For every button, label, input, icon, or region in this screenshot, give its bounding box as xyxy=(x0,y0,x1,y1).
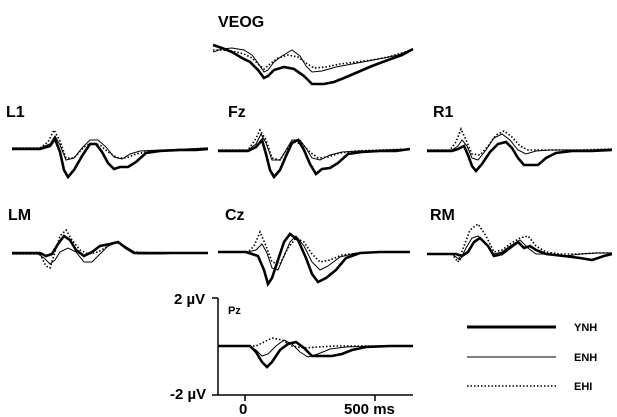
r1-ehi-line xyxy=(427,126,613,156)
panel-label-pz: Pz xyxy=(228,305,241,317)
panel-label-l1: L1 xyxy=(6,104,25,121)
y-label-top: 2 µV xyxy=(174,291,205,308)
l1-ehi-line xyxy=(12,128,209,159)
panel-label-fz: Fz xyxy=(228,104,246,121)
waveforms xyxy=(12,43,613,369)
l1-ynh-line xyxy=(12,136,209,180)
pz-ynh-line xyxy=(218,340,413,369)
panel-label-r1: R1 xyxy=(433,104,454,121)
panel-label-cz: Cz xyxy=(225,207,245,224)
rm-ehi-line xyxy=(427,222,612,264)
fz-enh-line xyxy=(218,132,411,161)
y-label-bottom: -2 µV xyxy=(170,386,206,403)
pz-enh-line xyxy=(218,339,413,358)
panel-label-veog: VEOG xyxy=(218,14,264,31)
veog-ehi-line xyxy=(213,48,414,71)
legend: YNH ENH EHI xyxy=(467,322,597,393)
lm-ehi-line xyxy=(12,228,208,270)
fz-ynh-line xyxy=(218,137,411,180)
pz-ehi-line xyxy=(218,337,413,349)
legend-label-enh: ENH xyxy=(574,352,597,364)
legend-label-ynh: YNH xyxy=(574,322,597,334)
legend-label-ehi: EHI xyxy=(574,381,592,393)
veog-ynh-line xyxy=(212,43,414,86)
r1-ynh-line xyxy=(427,140,613,174)
lm-ynh-line xyxy=(12,234,208,258)
l1-enh-line xyxy=(12,135,209,161)
x-label-500: 500 ms xyxy=(344,401,395,417)
cz-ehi-line xyxy=(218,229,410,265)
panel-label-rm: RM xyxy=(430,207,455,224)
cz-enh-line xyxy=(218,235,410,271)
x-label-0: 0 xyxy=(239,401,247,417)
cz-ynh-line xyxy=(218,232,410,288)
r1-enh-line xyxy=(427,133,613,161)
veog-enh-line xyxy=(212,47,414,73)
fz-ehi-line xyxy=(218,128,411,161)
panel-label-lm: LM xyxy=(8,207,31,224)
rm-ynh-line xyxy=(427,236,613,262)
